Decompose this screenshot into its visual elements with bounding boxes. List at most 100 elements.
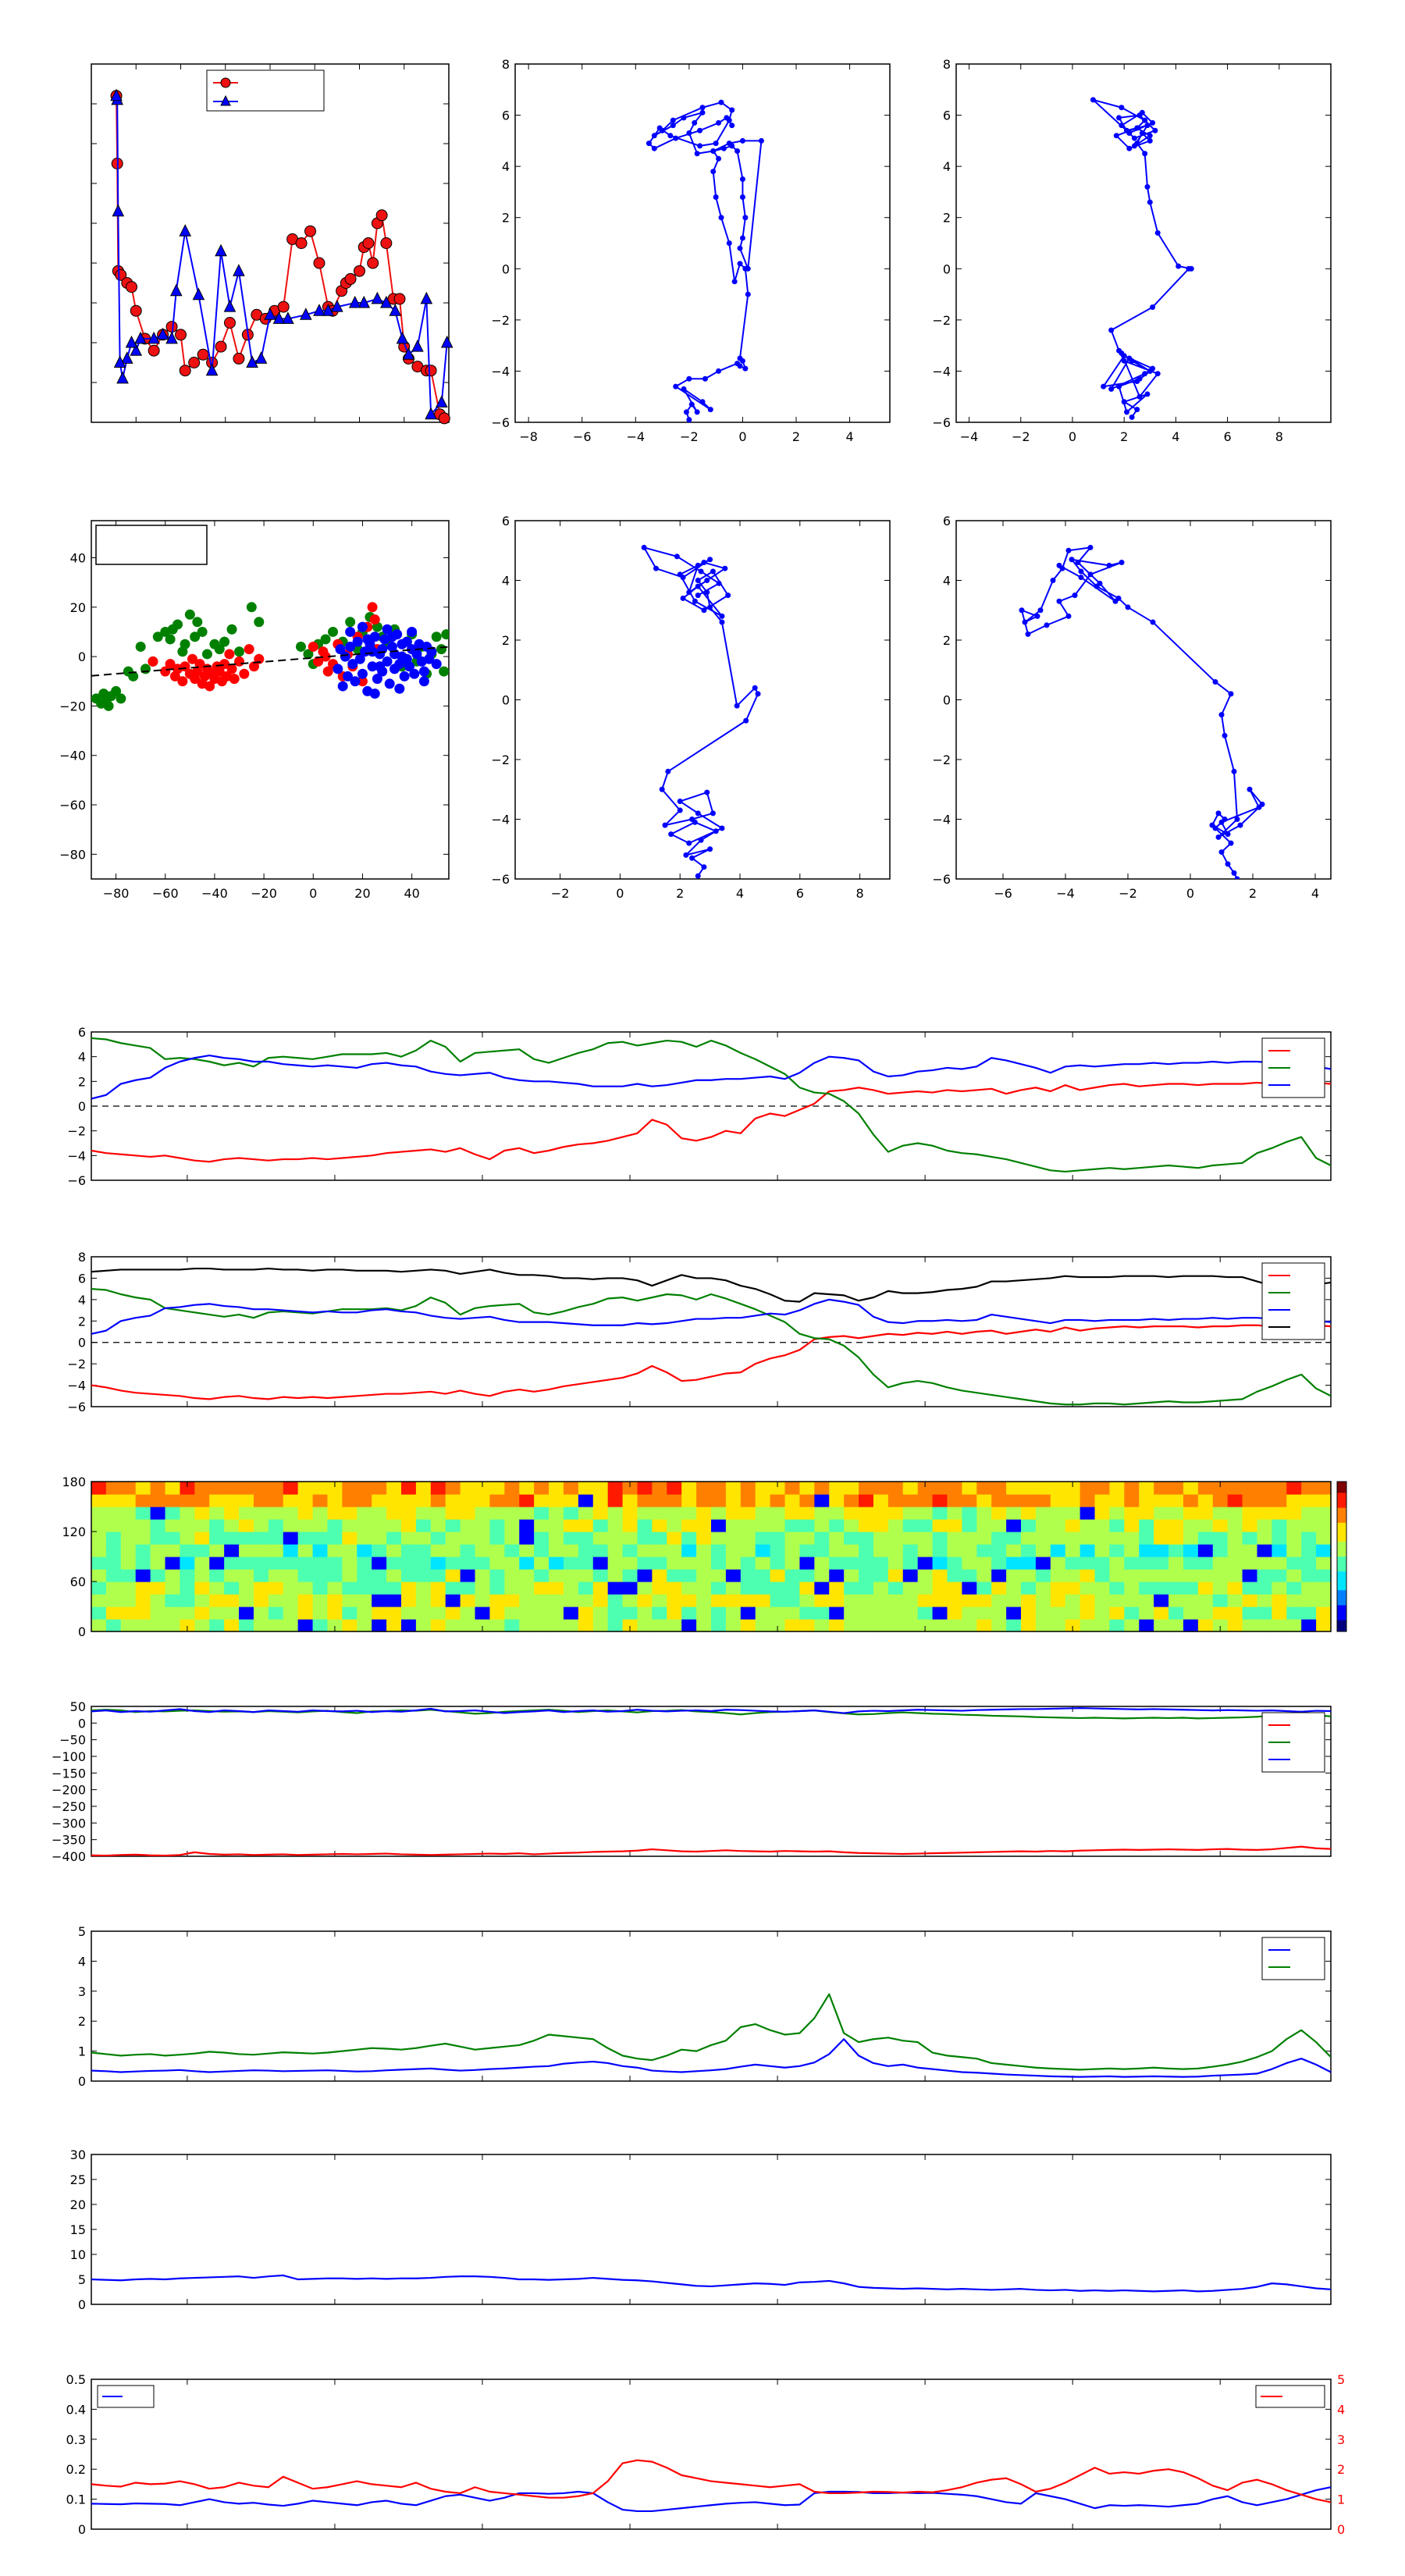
heatmap-cell bbox=[165, 1519, 181, 1532]
scatter-point bbox=[177, 676, 188, 687]
heatmap-cell bbox=[253, 1619, 269, 1632]
data-point bbox=[1072, 592, 1078, 599]
data-point bbox=[1209, 822, 1215, 828]
heatmap-cell bbox=[1035, 1494, 1051, 1507]
heatmap-cell bbox=[770, 1594, 786, 1607]
heatmap-cell bbox=[91, 1606, 107, 1620]
heatmap-cell bbox=[991, 1557, 1007, 1570]
heatmap-cell bbox=[799, 1557, 815, 1570]
y-tick-label: 4 bbox=[78, 1050, 86, 1065]
heatmap-cell bbox=[917, 1569, 934, 1582]
heatmap-cell bbox=[1212, 1494, 1229, 1507]
heatmap-cell bbox=[1124, 1619, 1140, 1632]
heatmap-cell bbox=[165, 1507, 181, 1520]
heatmap-cell bbox=[740, 1482, 756, 1495]
y-tick-label: 0 bbox=[78, 2297, 86, 2312]
heatmap-cell bbox=[1050, 1594, 1066, 1607]
data-point bbox=[699, 399, 706, 405]
heatmap-cell bbox=[859, 1532, 874, 1545]
heatmap-cell bbox=[253, 1532, 269, 1545]
heatmap-cell bbox=[1316, 1544, 1332, 1557]
heatmap-cell bbox=[253, 1494, 269, 1507]
heatmap-cell bbox=[91, 1494, 107, 1507]
scatter-point bbox=[116, 693, 126, 704]
scatter-point bbox=[418, 666, 429, 677]
scatter-point bbox=[328, 626, 339, 637]
heatmap-cell bbox=[932, 1507, 948, 1520]
series-line-bz bbox=[91, 1298, 1331, 1335]
scatter-point bbox=[362, 634, 373, 645]
heatmap-cell bbox=[386, 1494, 402, 1507]
heatmap-cell bbox=[1272, 1582, 1287, 1595]
heatmap-cell bbox=[1139, 1532, 1154, 1545]
heatmap-cell bbox=[1212, 1519, 1229, 1532]
triangle-marker bbox=[246, 355, 258, 368]
legend bbox=[1261, 1262, 1325, 1340]
plot-frame bbox=[91, 1706, 1332, 1857]
heatmap-cell bbox=[194, 1494, 210, 1507]
heatmap-cell bbox=[253, 1557, 269, 1570]
x-tick-label: 8 bbox=[1275, 429, 1283, 444]
heatmap-cell bbox=[1035, 1594, 1051, 1607]
plot-frame bbox=[514, 63, 891, 423]
heatmap-cell bbox=[1286, 1606, 1302, 1620]
heatmap-cell bbox=[283, 1582, 299, 1595]
data-point bbox=[1234, 817, 1240, 822]
heatmap-cell bbox=[962, 1532, 977, 1545]
colorbar-step bbox=[1337, 1590, 1346, 1595]
heatmap-cell bbox=[489, 1519, 505, 1532]
heatmap-cell bbox=[637, 1606, 653, 1620]
heatmap-cell bbox=[1242, 1557, 1258, 1570]
y-tick-label: 6 bbox=[943, 109, 951, 123]
heatmap-cell bbox=[859, 1594, 874, 1607]
heatmap-cell bbox=[357, 1494, 372, 1507]
heatmap-cell bbox=[902, 1482, 919, 1495]
heatmap-cell bbox=[1212, 1544, 1229, 1557]
data-point bbox=[656, 125, 663, 131]
y-tick-label: 6 bbox=[78, 1025, 86, 1040]
heatmap-cell bbox=[342, 1557, 357, 1570]
data-point bbox=[725, 592, 731, 599]
x-tick-label: 0 bbox=[616, 886, 624, 901]
heatmap-cell bbox=[519, 1569, 535, 1582]
heatmap-cell bbox=[932, 1582, 948, 1595]
colorbar-step bbox=[1337, 1503, 1346, 1509]
data-point bbox=[699, 105, 706, 111]
heatmap-cell bbox=[622, 1619, 638, 1632]
heatmap-cell bbox=[489, 1482, 505, 1495]
heatmap-cell bbox=[578, 1519, 594, 1532]
data-point bbox=[646, 141, 652, 147]
heatmap-cell bbox=[932, 1482, 948, 1495]
heatmap-cell bbox=[932, 1606, 948, 1620]
y-tick-label: −100 bbox=[52, 1749, 86, 1764]
scatter-point bbox=[111, 685, 122, 696]
legend-right bbox=[1255, 2385, 1325, 2408]
series-group bbox=[91, 2459, 1331, 2513]
plot-frame bbox=[91, 1481, 1332, 1632]
y-tick-label: 40 bbox=[70, 550, 86, 565]
heatmap-cell bbox=[1316, 1507, 1332, 1520]
series-line-vx bbox=[91, 1845, 1331, 1856]
colorbar-step bbox=[1337, 1482, 1346, 1486]
heatmap-cell bbox=[1183, 1494, 1199, 1507]
colorbar-step bbox=[1337, 1628, 1346, 1632]
heatmap-cell bbox=[1168, 1557, 1184, 1570]
heatmap-cell bbox=[401, 1532, 417, 1545]
x-tick-label: −20 bbox=[251, 886, 277, 901]
data-point bbox=[1215, 834, 1222, 840]
heatmap-cell bbox=[372, 1494, 387, 1507]
data-point bbox=[651, 133, 657, 139]
heatmap-cell bbox=[1006, 1507, 1022, 1520]
heatmap-cell bbox=[902, 1557, 919, 1570]
heatmap-cell bbox=[1227, 1519, 1243, 1532]
heatmap-cell bbox=[725, 1582, 742, 1595]
x-tick-label: 0 bbox=[309, 886, 317, 901]
heatmap-cell bbox=[283, 1544, 299, 1557]
data-point bbox=[697, 143, 703, 149]
data-point bbox=[726, 240, 732, 246]
heatmap-cell bbox=[799, 1507, 815, 1520]
heatmap-cell bbox=[209, 1532, 225, 1545]
heatmap-cell bbox=[592, 1594, 609, 1607]
x-tick-label: 40 bbox=[404, 886, 419, 901]
